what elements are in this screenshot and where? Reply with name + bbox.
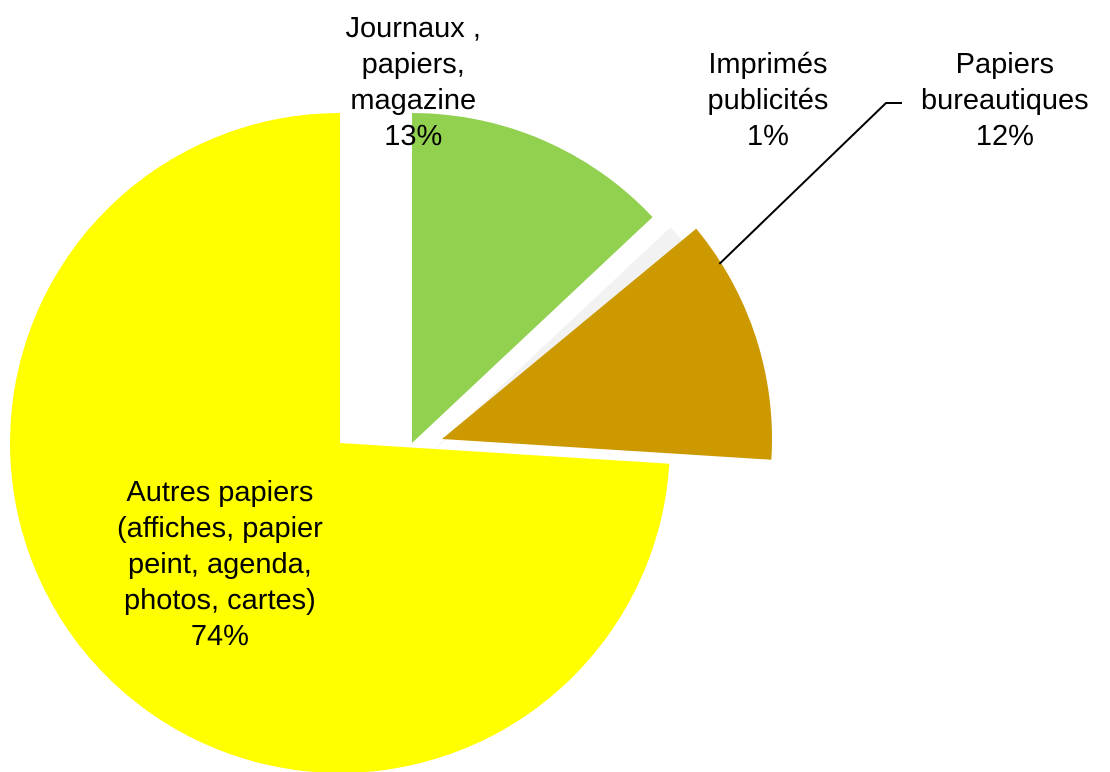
leader-lines bbox=[718, 102, 902, 265]
slice-bureautiques bbox=[442, 228, 772, 460]
leader-line-bureautiques bbox=[718, 102, 902, 265]
slice-label-bureautiques: Papiers bureautiques 12% bbox=[921, 48, 1089, 152]
pie-slices bbox=[10, 113, 772, 772]
slice-journaux bbox=[412, 113, 653, 443]
slice-autres bbox=[10, 113, 670, 772]
slice-label-imprimes: Imprimés publicités 1% bbox=[707, 48, 829, 152]
slice-label-journaux: Journaux , papiers, magazine 13% bbox=[345, 12, 481, 152]
slice-label-autres: Autres papiers (affiches, papier peint, … bbox=[117, 476, 323, 652]
